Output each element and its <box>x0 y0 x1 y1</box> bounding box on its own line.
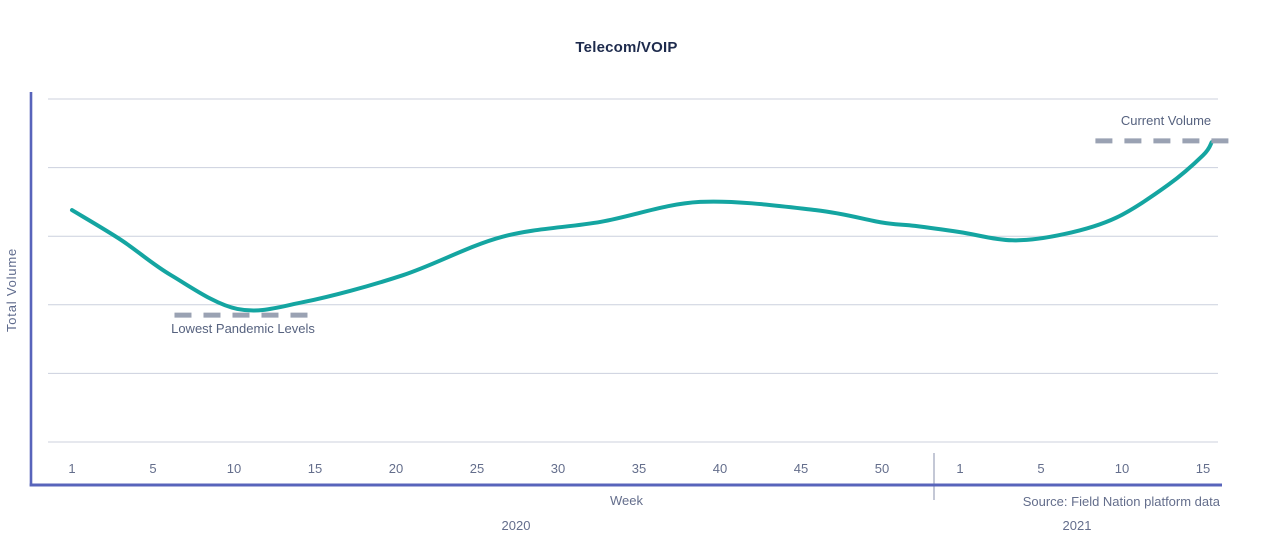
x-tick-label: 5 <box>1037 461 1045 476</box>
source-caption: Source: Field Nation platform data <box>1022 494 1220 509</box>
x-tick-label: 1 <box>956 461 964 476</box>
x-tick-label: 40 <box>712 461 728 476</box>
x-axis-title: Week <box>610 493 643 508</box>
annotation-label-current-volume: Current Volume <box>1120 113 1212 128</box>
x-tick-label: 1 <box>68 461 76 476</box>
x-tick-label: 45 <box>793 461 809 476</box>
x-tick-label: 5 <box>149 461 157 476</box>
x-tick-label: 10 <box>1114 461 1130 476</box>
x-tick-label: 10 <box>226 461 242 476</box>
year-label-2020: 2020 <box>501 518 531 533</box>
year-label-2021: 2021 <box>1062 518 1092 533</box>
x-tick-label: 30 <box>550 461 566 476</box>
x-tick-label: 35 <box>631 461 647 476</box>
chart-title: Telecom/VOIP <box>575 39 678 56</box>
x-tick-label: 15 <box>1195 461 1211 476</box>
annotation-label-lowest-pandemic-levels: Lowest Pandemic Levels <box>171 321 315 336</box>
x-tick-label: 15 <box>307 461 323 476</box>
x-tick-label: 50 <box>874 461 890 476</box>
x-tick-label: 20 <box>388 461 404 476</box>
x-tick-label: 25 <box>469 461 485 476</box>
volume-trend-line <box>70 140 1214 313</box>
